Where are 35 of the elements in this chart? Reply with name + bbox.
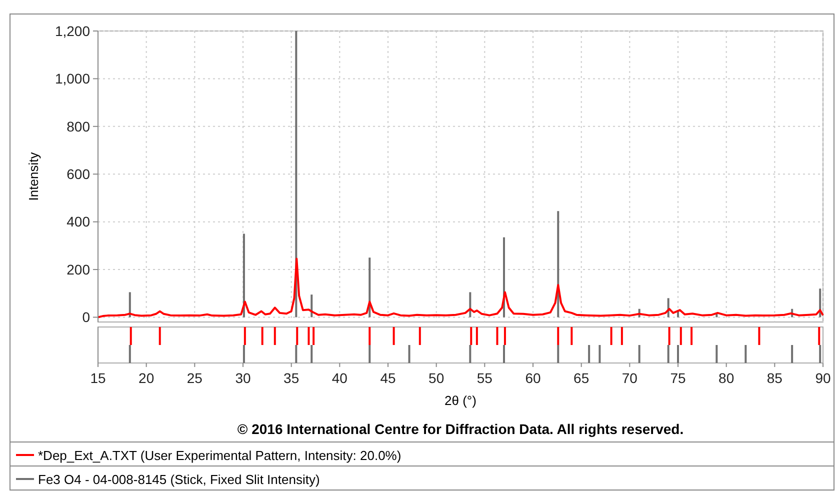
bar	[368, 258, 371, 318]
bar	[469, 292, 472, 318]
x-tick-label: 30	[235, 370, 251, 386]
x-tick-label: 55	[476, 370, 493, 386]
x-tick-label: 40	[332, 370, 348, 386]
x-axis-title: 2θ (°)	[444, 393, 476, 408]
bar	[128, 292, 131, 318]
y-tick-label: 600	[66, 166, 90, 182]
bar	[557, 211, 560, 318]
x-tick-label: 75	[670, 370, 686, 386]
x-tick-label: 25	[186, 370, 203, 386]
x-tick-label: 90	[815, 370, 831, 386]
y-tick-label: 1,000	[54, 70, 90, 87]
text: © 2016 International Centre for Diffraction Data. All rights reserved.	[237, 421, 684, 437]
legend-label: Fe3 O4 - 04-008-8145 (Stick, Fixed Slit Intensity)	[38, 472, 320, 487]
x-tick-label: 60	[525, 370, 541, 386]
y-tick-label: 400	[66, 214, 90, 230]
bar	[295, 31, 298, 318]
bar	[242, 234, 245, 318]
x-tick-label: 50	[428, 370, 444, 386]
y-tick-label: 1,200	[54, 22, 90, 39]
legend-label: *Dep_Ext_A.TXT (User Experimental Pattern, Intensity: 20.0%)	[38, 448, 402, 463]
y-tick-label: 200	[66, 261, 90, 278]
x-tick-label: 85	[766, 370, 783, 386]
x-tick-label: 65	[574, 370, 590, 386]
y-axis-title: Intensity	[26, 152, 41, 201]
y-tick-label: 0	[82, 309, 90, 326]
x-tick-label: 35	[284, 370, 300, 386]
line-series	[97, 258, 824, 318]
x-tick-label: 15	[90, 370, 106, 386]
x-tick-label: 20	[138, 370, 154, 386]
x-tick-label: 70	[622, 370, 638, 386]
x-tick-label: 45	[380, 370, 396, 386]
x-tick-label: 80	[718, 370, 734, 386]
y-tick-label: 800	[66, 118, 90, 134]
